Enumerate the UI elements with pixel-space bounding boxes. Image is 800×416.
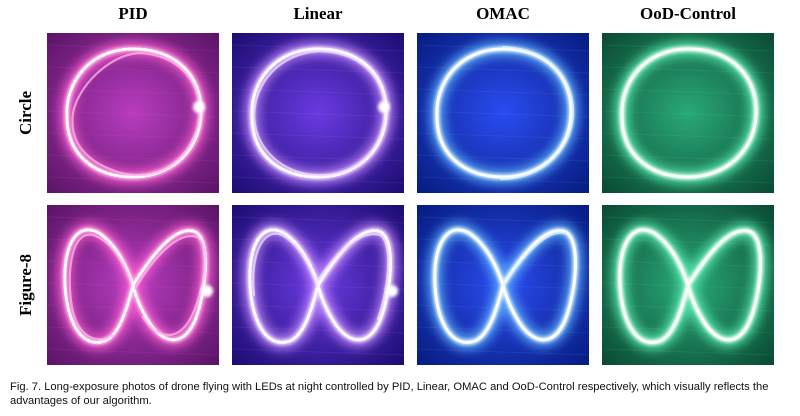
column-header-linear: Linear xyxy=(293,4,343,23)
led-trail-secondary xyxy=(687,49,756,116)
photo-background xyxy=(47,33,219,193)
photo-linear-circle xyxy=(232,33,404,193)
photo-background xyxy=(232,33,404,193)
background-streak xyxy=(417,348,589,356)
background-streak xyxy=(47,216,219,224)
column-header-omac: OMAC xyxy=(476,4,530,23)
led-trail-secondary xyxy=(71,51,201,177)
led-trail-secondary xyxy=(252,232,390,321)
photo-pid-circle xyxy=(47,33,219,193)
background-streak xyxy=(232,110,404,118)
row-label-figure-8: Figure-8 xyxy=(16,253,36,317)
led-trail-secondary xyxy=(68,233,207,341)
led-trail xyxy=(65,47,203,179)
figure-caption: Fig. 7. Long-exposure photos of drone fl… xyxy=(10,381,769,407)
led-trail-secondary xyxy=(252,49,387,177)
background-streak xyxy=(47,348,219,356)
led-trail-secondary xyxy=(687,231,748,286)
led-hover-spot xyxy=(193,101,205,113)
background-streak xyxy=(602,110,774,118)
background-streak xyxy=(232,348,404,356)
photo-linear-figure-8 xyxy=(232,205,404,365)
column-header-pid: PID xyxy=(118,4,148,23)
led-hover-spot xyxy=(386,285,398,297)
led-hover-spot xyxy=(378,101,390,113)
photo-omac-circle xyxy=(417,33,589,193)
background-streak xyxy=(47,110,219,118)
row-label-circle: Circle xyxy=(16,90,35,136)
photo-ood-control-circle xyxy=(602,33,774,193)
photo-omac-figure-8 xyxy=(417,205,589,365)
column-header-ood-control: OoD-Control xyxy=(639,4,736,23)
background-streak xyxy=(232,216,404,224)
led-trail-secondary xyxy=(499,45,575,181)
photo-pid-figure-8 xyxy=(47,205,219,365)
led-trail xyxy=(435,47,573,179)
background-streak xyxy=(417,216,589,224)
photo-background xyxy=(417,33,589,193)
background-streak xyxy=(602,216,774,224)
figure-7: PID Linear OMAC OoD-Control Circle Figur… xyxy=(16,4,774,365)
photo-ood-control-figure-8 xyxy=(602,205,774,365)
led-hover-spot xyxy=(201,285,213,297)
background-streak xyxy=(417,110,589,118)
photo-background xyxy=(602,33,774,193)
led-trail xyxy=(620,47,758,179)
background-streak xyxy=(602,348,774,356)
led-trail-secondary xyxy=(501,231,567,287)
